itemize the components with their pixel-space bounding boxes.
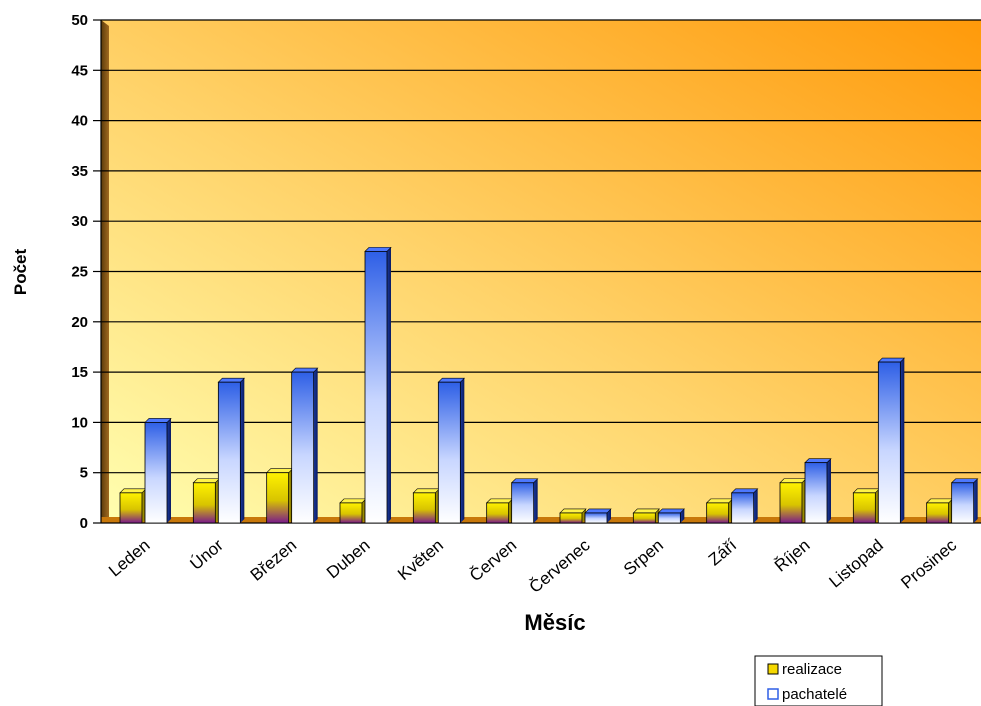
bar-realizace-Říjen-top: [779, 478, 807, 484]
bar-realizace-Leden-top: [119, 488, 147, 494]
y-axis-tick-labels: 0 5 10 15 20 25 30 35 40 45 50: [71, 12, 88, 532]
bar-pachatelé-Září: [731, 492, 755, 524]
y-tick-label-0: 0: [80, 515, 88, 532]
bar-realizace-Duben: [339, 502, 363, 524]
bars: [119, 247, 979, 524]
x-tick-label-Červenec: Červenec: [526, 535, 594, 597]
bar-realizace-Červen-top: [485, 498, 514, 504]
bar-realizace-Květen-top: [412, 488, 441, 494]
bar-pachatelé-Únor-side: [240, 378, 245, 523]
bar-realizace-Listopad: [852, 492, 876, 524]
bar-pachatelé-Červen-side: [533, 478, 538, 523]
bar-pachatelé-Březen-top: [290, 367, 319, 373]
bar-pachatelé-Duben-side: [387, 247, 391, 523]
bar-pachatelé-Prosinec-top: [950, 478, 979, 484]
plot-floor: [101, 517, 981, 523]
bar-pachatelé-Červenec-side: [607, 508, 611, 523]
y-tick-label-35: 35: [71, 163, 88, 180]
legend-label-pachatele: pachatelé: [782, 686, 847, 703]
x-tick-label-Listopad: Listopad: [825, 536, 886, 592]
y-tick-label-15: 15: [71, 364, 88, 381]
bar-realizace-Duben-top: [339, 498, 367, 504]
bar-pachatelé-Listopad-top: [877, 357, 906, 363]
bar-realizace-Březen-top: [265, 468, 294, 474]
bar-realizace-Červenec-top: [559, 508, 587, 514]
legend-swatch-realizace: [767, 663, 779, 675]
bar-pachatelé-Leden: [144, 421, 168, 524]
gridlines: [93, 19, 981, 524]
bar-realizace-Leden: [119, 492, 143, 524]
y-tick-label-5: 5: [80, 465, 88, 482]
y-tick-label-45: 45: [71, 62, 88, 79]
bar-pachatelé-Říjen-side: [827, 458, 831, 523]
x-tick-label-Prosinec: Prosinec: [897, 535, 960, 592]
bar-pachatelé-Červen-top: [510, 478, 539, 484]
bar-realizace-Květen: [412, 492, 436, 524]
bar-pachatelé-Srpen-side: [680, 508, 685, 523]
bar-pachatelé-Leden-side: [167, 418, 171, 523]
bar-realizace-Srpen: [632, 512, 656, 524]
x-tick-label-Únor: Únor: [186, 535, 227, 573]
y-axis-title: Počet: [11, 249, 30, 296]
bar-realizace-Listopad-top: [852, 488, 881, 494]
bar-realizace-Březen: [266, 472, 290, 524]
bar-pachatelé-Květen: [437, 381, 461, 524]
bar-realizace-Září-top: [705, 498, 734, 504]
x-tick-label-Duben: Duben: [323, 536, 374, 583]
bar-pachatelé-Březen-side: [313, 368, 318, 523]
bar-realizace-Únor-top: [192, 478, 221, 484]
bar-pachatelé-Květen-top: [437, 377, 466, 383]
bar-pachatelé-Červen: [511, 482, 535, 524]
bar-pachatelé-Červenec-top: [584, 508, 612, 514]
bar-realizace-Červenec: [559, 512, 583, 524]
bar-realizace-Září: [706, 502, 730, 524]
bar-pachatelé-Září-top: [730, 488, 759, 494]
bar-pachatelé-Listopad-side: [900, 358, 905, 523]
bar-realizace-Červen: [486, 502, 510, 524]
bar-pachatelé-Prosinec-side: [973, 478, 978, 523]
bar-pachatelé-Listopad: [877, 361, 901, 524]
x-tick-label-Leden: Leden: [105, 536, 153, 581]
y-tick-label-40: 40: [71, 113, 88, 130]
bar-pachatelé-Květen-side: [460, 378, 465, 523]
bar-realizace-Únor: [192, 482, 216, 524]
x-tick-label-Květen: Květen: [394, 536, 447, 585]
bar-pachatelé-Srpen-top: [657, 508, 686, 514]
bar-pachatelé-Duben: [364, 250, 388, 524]
x-tick-label-Srpen: Srpen: [620, 536, 667, 580]
bar-pachatelé-Říjen: [804, 462, 828, 524]
x-tick-label-Březen: Březen: [247, 536, 300, 585]
bar-pachatelé-Prosinec: [951, 482, 975, 524]
x-tick-label-Září: Září: [705, 535, 741, 569]
bar-pachatelé-Září-side: [753, 488, 758, 523]
bar-pachatelé-Únor-top: [217, 377, 246, 383]
bar-pachatelé-Únor: [217, 381, 241, 524]
legend: realizace pachatelé: [754, 655, 883, 706]
x-tick-label-Červen: Červen: [466, 536, 520, 586]
bar-pachatelé-Srpen: [657, 512, 681, 524]
x-axis-tick-labels: Leden Únor Březen Duben Květen Červen Červenec…: [105, 535, 960, 597]
x-axis-title: Měsíc: [524, 610, 585, 635]
bar-pachatelé-Leden-top: [144, 418, 172, 423]
legend-swatch-pachatele: [767, 688, 779, 700]
x-tick-label-Říjen: Říjen: [771, 536, 814, 576]
y-tick-label-10: 10: [71, 414, 88, 431]
bar-pachatelé-Říjen-top: [804, 458, 832, 463]
y-tick-label-50: 50: [71, 12, 88, 29]
y-tick-label-20: 20: [71, 314, 88, 331]
y-tick-label-30: 30: [71, 213, 88, 230]
bar-realizace-Prosinec: [926, 502, 950, 524]
bar-realizace-Říjen: [779, 482, 803, 524]
y-tick-label-25: 25: [71, 264, 88, 281]
bar-realizace-Prosinec-top: [925, 498, 954, 504]
bar-realizace-Srpen-top: [632, 508, 661, 514]
bar-pachatelé-Červenec: [584, 512, 608, 524]
bar-pachatelé-Březen: [291, 371, 315, 524]
legend-label-realizace: realizace: [782, 661, 842, 678]
bar-pachatelé-Duben-top: [364, 247, 392, 252]
